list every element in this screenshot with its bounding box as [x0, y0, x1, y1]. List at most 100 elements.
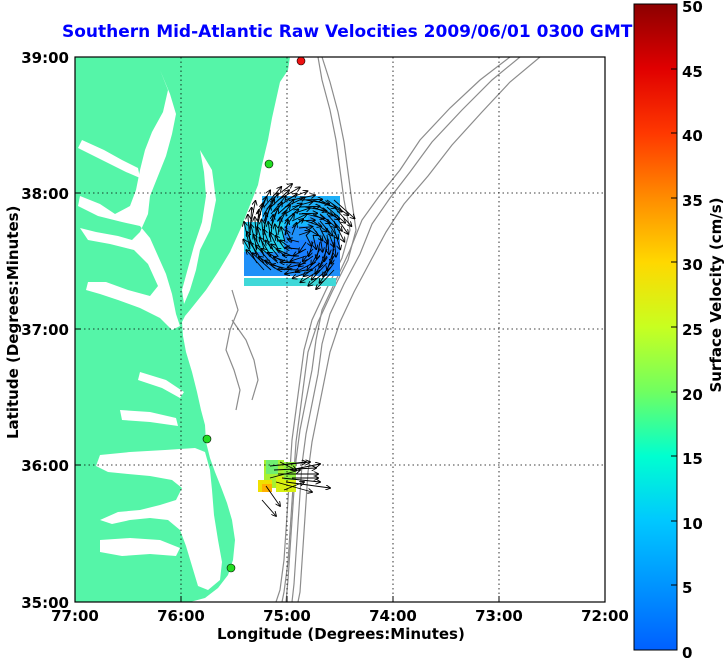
colorbar-tick-label: 10	[682, 515, 703, 533]
colorbar-label: Surface Velocity (cm/s)	[707, 197, 724, 393]
y-axis-label: Latitude (Degrees:Minutes)	[4, 205, 22, 439]
velocity-arrow	[312, 220, 327, 232]
chesapeake-bay	[78, 70, 180, 330]
y-tick-labels: 39:00 38:00 37:00 36:00 35:00	[21, 49, 69, 612]
velocity-arrow	[299, 241, 307, 252]
velocity-arrow	[304, 262, 321, 276]
x-tick-label: 77:00	[51, 607, 99, 625]
river-inlet	[120, 410, 178, 426]
velocity-arrow	[285, 481, 330, 488]
velocity-arrow	[311, 248, 321, 265]
velocity-arrow	[287, 462, 306, 464]
velocity-arrow	[305, 227, 318, 235]
velocity-arrow	[303, 248, 314, 261]
colorbar-tick-label: 50	[682, 0, 703, 16]
velocity-arrow	[333, 220, 344, 242]
velocity-arrow	[305, 206, 327, 211]
velocity-arrow	[312, 227, 323, 240]
colorbar-tick-label: 5	[682, 579, 692, 597]
x-tick-label: 73:00	[475, 607, 523, 625]
velocity-arrow	[270, 184, 292, 201]
velocity-arrow	[333, 199, 355, 218]
velocity-arrow	[319, 227, 328, 244]
velocity-arrow	[298, 213, 317, 214]
colorbar-tick-label: 0	[682, 644, 692, 659]
velocity-arrow	[319, 213, 336, 227]
velocity-arrow	[319, 220, 332, 236]
colorbar-tick-label: 20	[682, 386, 703, 404]
bathymetry-contours	[225, 57, 541, 602]
velocity-arrow	[288, 239, 300, 242]
velocity-arrow	[291, 214, 307, 222]
colorbar-tick-label: 15	[682, 450, 703, 468]
colorbar-tick-label: 40	[682, 127, 703, 145]
velocity-arrow	[327, 234, 329, 254]
y-tick-label: 36:00	[21, 457, 69, 475]
colorbar-ticks	[671, 68, 677, 586]
x-tick-label: 75:00	[263, 607, 311, 625]
y-tick-label: 38:00	[21, 185, 69, 203]
velocity-arrow	[333, 206, 351, 226]
velocity-arrow	[284, 197, 305, 208]
y-tick-label: 35:00	[21, 594, 69, 612]
velocity-arrow	[312, 206, 333, 215]
map-title: Southern Mid-Atlantic Raw Velocities 200…	[62, 22, 633, 42]
velocity-arrow	[319, 262, 335, 283]
velocity-arrow	[253, 253, 272, 271]
velocity-arrow	[283, 482, 304, 491]
velocity-arrow	[275, 481, 312, 492]
velocity-arrow	[293, 248, 307, 256]
velocity-arrow	[312, 234, 316, 249]
colorbar-tick-label: 25	[682, 321, 703, 339]
x-axis-label: Longitude (Degrees:Minutes)	[217, 625, 465, 643]
river-inlet-2	[138, 372, 184, 398]
velocity-arrow	[279, 461, 296, 470]
velocity-arrow	[291, 223, 297, 236]
velocity-arrow	[334, 234, 336, 257]
albemarle-sound	[96, 448, 222, 590]
velocity-arrow	[263, 187, 281, 208]
velocity-arrow	[277, 194, 297, 208]
velocity-vectors-north	[243, 184, 354, 289]
velocity-arrow	[305, 213, 324, 219]
velocity-arrow	[291, 208, 310, 215]
velocity-arrow	[319, 199, 342, 212]
x-tick-labels: 77:00 76:00 75:00 74:00 73:00 72:00	[51, 607, 629, 625]
radar-stations	[202, 57, 306, 573]
station-marker	[226, 563, 236, 573]
velocity-arrow	[277, 187, 300, 201]
velocity-arrow	[312, 262, 328, 280]
velocity-arrow	[326, 206, 345, 223]
velocity-arrow	[315, 255, 328, 274]
velocity-arrow	[316, 269, 335, 289]
potomac-river	[78, 140, 140, 178]
x-tick-label: 76:00	[157, 607, 205, 625]
velocity-arrow	[295, 262, 314, 272]
velocity-arrow	[281, 477, 320, 482]
velocity-arrow	[298, 220, 315, 221]
velocity-arrow	[246, 250, 265, 271]
velocity-arrow	[298, 227, 312, 228]
y-tick-label: 37:00	[21, 321, 69, 339]
velocity-arrow	[323, 255, 335, 277]
station-marker	[202, 434, 212, 444]
velocity-arrow	[291, 202, 312, 208]
velocity-arrow	[326, 227, 334, 247]
axis-ticks	[74, 56, 606, 603]
velocity-arrow	[298, 231, 310, 235]
velocity-arrow	[299, 255, 314, 266]
x-tick-label: 72:00	[581, 607, 629, 625]
pamlico-inlet	[100, 538, 180, 556]
velocity-arrow	[307, 255, 321, 270]
velocity-arrow	[265, 485, 280, 506]
velocity-arrow	[298, 206, 320, 207]
y-tick-label: 39:00	[21, 49, 69, 67]
colorbar-tick-labels: 0 5 10 15 20 25 30 35 40 45 50	[682, 0, 703, 659]
colorbar-tick-label: 30	[682, 256, 703, 274]
velocity-arrow	[285, 248, 300, 249]
velocity-arrow	[319, 248, 328, 268]
velocity-arrow	[317, 241, 321, 259]
velocity-arrow	[333, 227, 340, 249]
velocity-arrow	[298, 199, 322, 200]
